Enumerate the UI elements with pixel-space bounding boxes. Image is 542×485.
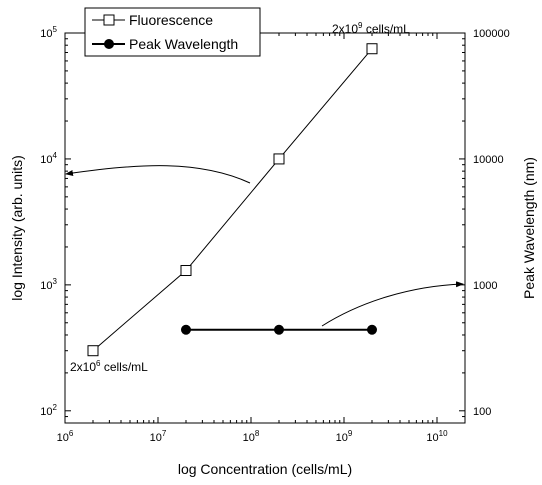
series-line-fluorescence <box>92 48 373 352</box>
y-tick-label: 103 <box>40 277 57 292</box>
y2-tick-label: 100 <box>473 406 491 418</box>
plot-frame <box>64 32 466 424</box>
data-point-fluorescence <box>366 43 378 55</box>
y-axis-title: log Intensity (arb. units) <box>9 155 25 301</box>
y-tick-label: 105 <box>40 25 57 40</box>
annotation-low-concentration: 2x106 cells/mL <box>70 359 148 374</box>
x-axis-title: log Concentration (cells/mL) <box>178 461 352 477</box>
data-point-peak-wavelength <box>366 324 377 335</box>
x-tick-label: 106 <box>57 429 74 444</box>
data-point-peak-wavelength <box>273 324 284 335</box>
legend-label-peak-wavelength: Peak Wavelength <box>129 36 238 52</box>
legend-label-fluorescence: Fluorescence <box>129 12 213 28</box>
data-point-fluorescence <box>273 153 285 165</box>
y2-tick-label: 100000 <box>473 28 510 40</box>
legend: Fluorescence Peak Wavelength <box>84 7 261 57</box>
y2-tick-label: 10000 <box>473 154 504 166</box>
series-layer <box>87 43 378 357</box>
arrow-to-right-axis <box>321 281 464 327</box>
y-tick-label: 104 <box>40 151 57 166</box>
x-tick-label: 107 <box>150 429 167 444</box>
x-tick-label: 1010 <box>426 429 448 444</box>
arrow-to-left-axis <box>65 165 251 184</box>
x-tick-label: 108 <box>243 429 260 444</box>
tick-labels: 106 107 108 109 1010 102 103 104 105 100 1000 10000… <box>40 25 509 444</box>
y-tick-label: 102 <box>40 403 57 418</box>
legend-marker-fluorescence <box>103 14 115 26</box>
annotation-high-concentration: 2x109 cells/mL <box>332 21 410 36</box>
data-point-fluorescence <box>87 345 99 357</box>
data-point-peak-wavelength <box>180 324 191 335</box>
x-tick-label: 109 <box>336 429 353 444</box>
data-point-fluorescence <box>180 265 192 277</box>
legend-marker-peak-wavelength <box>104 39 114 49</box>
y2-axis-title: Peak Wavelength (nm) <box>521 157 537 299</box>
y2-tick-label: 1000 <box>473 280 497 292</box>
